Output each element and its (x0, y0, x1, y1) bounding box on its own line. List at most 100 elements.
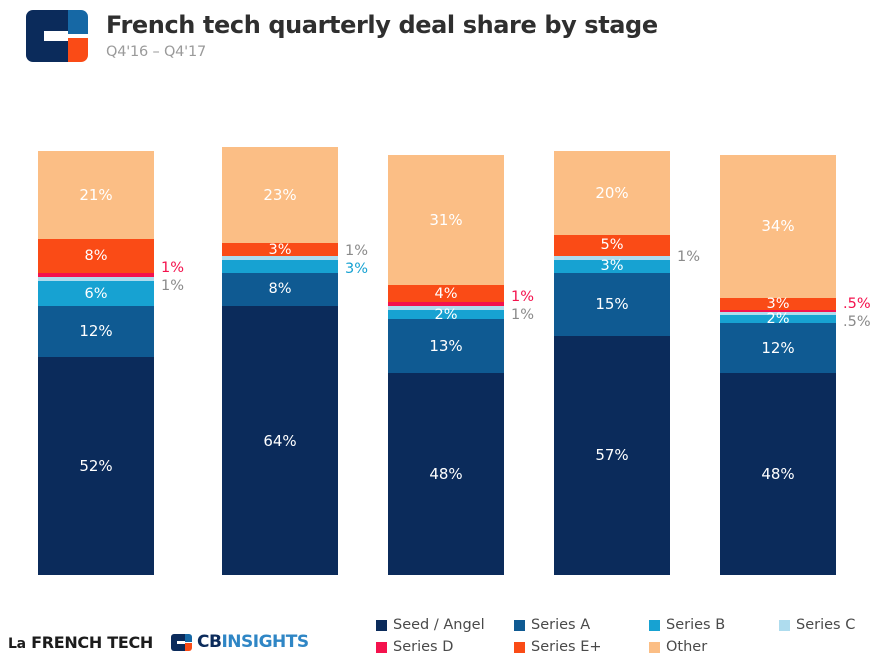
logo-blue-square (68, 10, 88, 34)
segment-callout-label: 1% (511, 289, 535, 306)
bar-segment[interactable]: 4% (388, 285, 504, 302)
bar-segment[interactable]: 23% (222, 146, 338, 244)
title-block: French tech quarterly deal share by stag… (106, 10, 658, 60)
legend-label: Seed / Angel (393, 617, 485, 633)
legend-item[interactable]: Other (649, 639, 779, 655)
la-french-tech-name: FRENCH TECH (31, 632, 154, 652)
legend-swatch-icon (514, 641, 525, 653)
bar-segment[interactable]: 6% (38, 280, 154, 307)
legend-swatch-icon (514, 619, 525, 631)
segment-value-label: 48% (429, 465, 463, 484)
bar-segment[interactable] (38, 272, 154, 277)
bar-segment[interactable]: 8% (222, 272, 338, 307)
chart-header: French tech quarterly deal share by stag… (26, 10, 658, 62)
bar-segment[interactable] (388, 306, 504, 311)
bar-column[interactable]: 31% 4% 2% 13% 48% (388, 155, 504, 575)
bar-segment[interactable] (222, 259, 338, 273)
legend-item[interactable]: Series B (649, 617, 779, 633)
mini-logo-orange-square (185, 642, 193, 651)
bar-segment[interactable]: 64% (222, 306, 338, 575)
segment-callout-label: 1% (345, 242, 369, 259)
bar-segment[interactable] (38, 276, 154, 281)
bar-segment[interactable]: 12% (720, 322, 836, 374)
bar-segment[interactable]: 5% (554, 234, 670, 256)
segment-value-label: 12% (761, 339, 795, 358)
segment-value-label: 21% (79, 185, 113, 204)
chart-legend: Seed / Angel Series A Series B Series C Seri… (376, 614, 868, 658)
bar-segment[interactable] (554, 255, 670, 260)
bar-segment[interactable]: 31% (388, 155, 504, 286)
segment-value-label: 13% (429, 337, 463, 356)
legend-item[interactable]: Series C (779, 617, 880, 633)
legend-item[interactable]: Seed / Angel (376, 617, 514, 633)
page-subtitle: Q4'16 – Q4'17 (106, 43, 207, 60)
bar-segment[interactable]: 34% (720, 155, 836, 298)
bar-segment[interactable]: 8% (38, 239, 154, 273)
segment-callout-label: 1% (511, 307, 535, 324)
legend-item[interactable]: Series A (514, 617, 649, 633)
segment-callout-label: 1% (161, 277, 185, 294)
segment-value-label: 34% (761, 217, 795, 236)
cbinsights-mini-logo-icon (171, 633, 193, 651)
segment-value-label: 31% (429, 211, 463, 230)
stacked-bar: 31% 4% 2% 13% 48% (388, 155, 504, 575)
bar-segment[interactable] (720, 310, 836, 313)
bar-segment[interactable]: 12% (38, 306, 154, 357)
cbinsights-footer-logo: CBINSIGHTS (171, 632, 309, 652)
legend-label: Series D (393, 639, 454, 655)
segment-value-label: 57% (595, 446, 629, 465)
bar-segment[interactable]: 3% (222, 241, 338, 258)
stacked-bar: 21% 8% 6% 12% 52% (38, 150, 154, 575)
bar-segment[interactable]: 3% (554, 258, 670, 274)
segment-value-label: 2% (434, 306, 458, 323)
segment-value-label: 2% (766, 310, 790, 327)
logo-orange-square (68, 38, 88, 62)
segment-callout-label: .5% (843, 314, 871, 331)
mini-logo-c-notch (177, 640, 187, 644)
stacked-bar: 34% 3% 2% 12% 48% (720, 155, 836, 575)
legend-item[interactable]: Series E+ (514, 639, 649, 655)
legend-swatch-icon (649, 619, 660, 631)
bar-segment[interactable] (720, 312, 836, 315)
bars-layer: 1% 1% 21% 8% 6% 12% 52% 1% 3% 23% 3% 8% 64% 1% 1% 31% 4%… (0, 120, 880, 575)
bar-segment[interactable] (222, 255, 338, 260)
segment-value-label: 15% (595, 295, 629, 314)
bar-segment[interactable]: 52% (38, 356, 154, 575)
legend-label: Other (666, 639, 708, 655)
bar-segment[interactable]: 2% (720, 311, 836, 327)
legend-swatch-icon (376, 619, 387, 631)
segment-callout-label: .5% (843, 296, 871, 313)
segment-value-label: 52% (79, 456, 113, 475)
legend-label: Series A (531, 617, 591, 633)
plot-area: 1% 1% 21% 8% 6% 12% 52% 1% 3% 23% 3% 8% 64% 1% 1% 31% 4%… (0, 120, 880, 575)
segment-value-label: 6% (84, 285, 108, 302)
logo-c-notch (44, 31, 70, 41)
cbinsights-insights-text: INSIGHTS (221, 632, 309, 652)
stacked-bar: 20% 5% 3% 15% 57% (554, 150, 670, 575)
bar-column[interactable]: 34% 3% 2% 12% 48% (720, 155, 836, 575)
bar-segment[interactable] (388, 301, 504, 307)
bar-segment[interactable]: 57% (554, 335, 670, 575)
bar-segment[interactable]: 15% (554, 272, 670, 336)
chart-footer: La FRENCH TECH CBINSIGHTS (8, 632, 309, 652)
bar-segment[interactable]: 21% (38, 150, 154, 239)
bar-column[interactable]: 21% 8% 6% 12% 52% (38, 150, 154, 575)
bar-segment[interactable]: 20% (554, 150, 670, 235)
bar-column[interactable]: 20% 5% 3% 15% 57% (554, 150, 670, 575)
segment-value-label: 12% (79, 322, 113, 341)
legend-swatch-icon (649, 641, 660, 653)
bar-segment[interactable]: 48% (388, 373, 504, 575)
legend-label: Series E+ (531, 639, 602, 655)
segment-callout-label: 3% (345, 260, 369, 277)
legend-item[interactable]: Series D (376, 639, 514, 655)
bar-segment[interactable]: 13% (388, 318, 504, 374)
segment-value-label: 64% (263, 431, 297, 450)
bar-segment[interactable]: 2% (388, 307, 504, 323)
bar-segment[interactable]: 3% (720, 296, 836, 312)
segment-value-label: 4% (434, 285, 458, 302)
segment-value-label: 3% (268, 241, 292, 258)
legend-label: Series C (796, 617, 856, 633)
bar-segment[interactable]: 48% (720, 373, 836, 575)
segment-callout-label: 1% (677, 248, 701, 265)
bar-column[interactable]: 23% 3% 8% 64% (222, 146, 338, 575)
